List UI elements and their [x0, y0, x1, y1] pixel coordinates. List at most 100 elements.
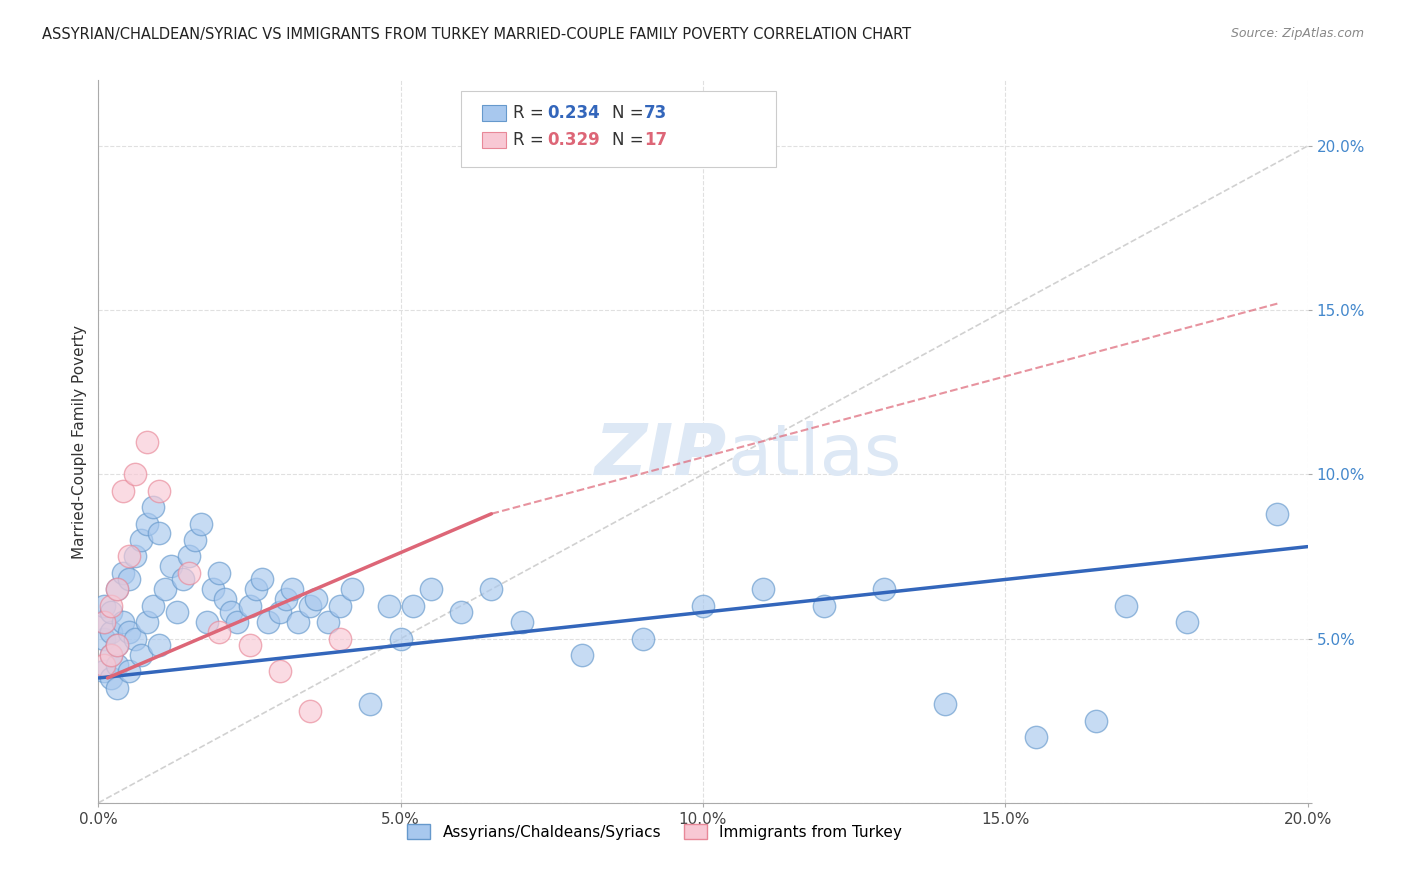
Point	[1115, 599, 1137, 613]
Point	[166, 605, 188, 619]
Point	[299, 599, 322, 613]
Point	[450, 605, 472, 619]
Point	[172, 573, 194, 587]
Text: 73: 73	[644, 103, 666, 122]
Point	[202, 582, 225, 597]
Point	[129, 533, 152, 547]
Point	[118, 625, 141, 640]
FancyBboxPatch shape	[482, 132, 506, 148]
FancyBboxPatch shape	[482, 105, 506, 120]
Point	[93, 599, 115, 613]
Point	[208, 566, 231, 580]
Point	[631, 632, 654, 646]
Text: R =: R =	[513, 103, 550, 122]
Point	[118, 549, 141, 564]
Point	[148, 638, 170, 652]
Point	[250, 573, 273, 587]
Point	[93, 665, 115, 679]
Point	[148, 526, 170, 541]
Point	[1024, 730, 1046, 744]
Point	[1085, 714, 1108, 728]
Point	[124, 549, 146, 564]
Point	[221, 605, 243, 619]
Point	[135, 434, 157, 449]
Point	[105, 681, 128, 695]
Point	[305, 592, 328, 607]
Point	[420, 582, 443, 597]
Text: Source: ZipAtlas.com: Source: ZipAtlas.com	[1230, 27, 1364, 40]
Point	[105, 638, 128, 652]
Point	[124, 632, 146, 646]
Point	[105, 638, 128, 652]
Point	[111, 566, 134, 580]
Point	[135, 615, 157, 630]
Point	[873, 582, 896, 597]
Point	[510, 615, 533, 630]
Point	[129, 648, 152, 662]
Text: 0.234: 0.234	[547, 103, 600, 122]
Text: 17: 17	[644, 131, 666, 149]
Point	[481, 582, 503, 597]
Point	[160, 559, 183, 574]
Point	[179, 549, 201, 564]
Point	[100, 648, 122, 662]
Point	[1175, 615, 1198, 630]
Point	[316, 615, 339, 630]
Point	[269, 665, 291, 679]
Point	[342, 582, 364, 597]
Point	[245, 582, 267, 597]
Point	[135, 516, 157, 531]
Point	[752, 582, 775, 597]
Point	[389, 632, 412, 646]
Point	[142, 599, 165, 613]
Point	[1267, 507, 1289, 521]
Point	[179, 566, 201, 580]
Point	[226, 615, 249, 630]
Point	[148, 483, 170, 498]
Point	[329, 632, 352, 646]
Point	[934, 698, 956, 712]
Point	[118, 665, 141, 679]
Point	[299, 704, 322, 718]
Point	[100, 599, 122, 613]
Point	[105, 657, 128, 672]
Point	[256, 615, 278, 630]
Point	[208, 625, 231, 640]
Point	[118, 573, 141, 587]
Text: R =: R =	[513, 131, 550, 149]
Point	[190, 516, 212, 531]
Point	[93, 632, 115, 646]
Point	[100, 648, 122, 662]
Point	[402, 599, 425, 613]
Point	[269, 605, 291, 619]
Point	[105, 582, 128, 597]
Point	[195, 615, 218, 630]
FancyBboxPatch shape	[461, 91, 776, 167]
Point	[281, 582, 304, 597]
Text: atlas: atlas	[727, 422, 901, 491]
Point	[360, 698, 382, 712]
Point	[287, 615, 309, 630]
Point	[93, 615, 115, 630]
Point	[184, 533, 207, 547]
Text: N =: N =	[613, 103, 650, 122]
Point	[100, 605, 122, 619]
Point	[329, 599, 352, 613]
Text: ASSYRIAN/CHALDEAN/SYRIAC VS IMMIGRANTS FROM TURKEY MARRIED-COUPLE FAMILY POVERTY: ASSYRIAN/CHALDEAN/SYRIAC VS IMMIGRANTS F…	[42, 27, 911, 42]
Point	[124, 467, 146, 482]
Y-axis label: Married-Couple Family Poverty: Married-Couple Family Poverty	[72, 325, 87, 558]
Point	[100, 625, 122, 640]
Point	[142, 500, 165, 515]
Legend: Assyrians/Chaldeans/Syriacs, Immigrants from Turkey: Assyrians/Chaldeans/Syriacs, Immigrants …	[401, 818, 908, 846]
Text: ZIP: ZIP	[595, 422, 727, 491]
Text: N =: N =	[613, 131, 650, 149]
Point	[111, 615, 134, 630]
Point	[813, 599, 835, 613]
Point	[692, 599, 714, 613]
Point	[377, 599, 399, 613]
Point	[93, 657, 115, 672]
Point	[274, 592, 297, 607]
Point	[239, 599, 262, 613]
Point	[93, 615, 115, 630]
Point	[571, 648, 593, 662]
